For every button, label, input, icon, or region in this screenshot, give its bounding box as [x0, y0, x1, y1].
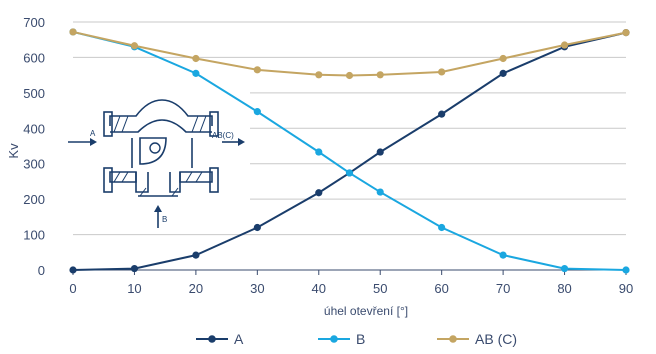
y-tick-label: 300 [23, 157, 45, 172]
x-tick-label: 10 [127, 281, 141, 296]
x-tick-label: 40 [312, 281, 326, 296]
y-tick-label: 200 [23, 192, 45, 207]
x-tick-label: 20 [189, 281, 203, 296]
data-point-ab-c [438, 68, 446, 76]
data-point-a [253, 223, 261, 232]
data-point-b [345, 169, 354, 177]
legend-swatch-marker [330, 335, 338, 343]
data-point-a [438, 110, 446, 118]
y-tick-label: 0 [38, 263, 45, 278]
data-point-b [499, 251, 507, 259]
x-tick-label: 0 [69, 281, 76, 296]
y-tick-label: 700 [23, 15, 45, 30]
x-axis-label: úhel otevření [°] [324, 304, 408, 318]
y-tick-label: 100 [23, 228, 45, 243]
valve-diagram: A AB(C) B [62, 92, 250, 232]
flow-arrows [68, 138, 245, 228]
data-point-ab-c [192, 54, 200, 63]
port-ab-label: AB(C) [212, 131, 234, 140]
x-tick-label: 80 [557, 281, 571, 296]
legend-item-a: A [196, 331, 244, 347]
y-tick-label: 600 [23, 50, 45, 65]
port-a-label: A [90, 129, 96, 138]
data-point-b [376, 188, 384, 196]
valve-body-outline [103, 99, 219, 197]
data-point-b [438, 223, 446, 232]
data-point-b [192, 69, 200, 77]
data-point-ab-c [345, 71, 354, 80]
data-point-b [253, 108, 261, 116]
series-layer [69, 28, 630, 274]
data-point-ab-c [69, 28, 77, 36]
data-point-a [192, 251, 200, 259]
data-point-ab-c [315, 71, 323, 79]
data-point-b [622, 266, 630, 274]
port-b-label: B [162, 215, 167, 224]
legend-item-b: B [318, 331, 365, 347]
series-line-ab-c [72, 30, 627, 77]
data-point-ab-c [376, 71, 384, 79]
data-point-b [315, 148, 323, 156]
wall-hatching [113, 115, 207, 197]
data-point-a [69, 266, 77, 274]
legend-label: A [234, 331, 244, 347]
data-point-a [376, 148, 384, 156]
data-point-a [130, 264, 139, 273]
data-point-ab-c [560, 41, 569, 49]
legend-label: AB (C) [475, 331, 517, 347]
x-tick-label: 90 [619, 281, 633, 296]
x-tick-label: 70 [496, 281, 510, 296]
data-point-ab-c [253, 66, 261, 74]
y-axis-label: Kv [6, 143, 21, 159]
y-tick-label: 400 [23, 121, 45, 136]
x-tick-label: 30 [250, 281, 264, 296]
axis-layer: 0 100 200 300 400 500 600 700 0 10 20 30 40 50 60 70 80 9… [23, 15, 633, 296]
legend-swatch-marker [449, 335, 457, 343]
x-tick-label: 60 [434, 281, 448, 296]
x-tick-label: 50 [373, 281, 387, 296]
legend: A B AB (C) [196, 331, 517, 347]
y-tick-label: 500 [23, 86, 45, 101]
data-point-a [315, 189, 323, 197]
data-point-ab-c [499, 54, 507, 63]
legend-item-ab-c: AB (C) [437, 331, 517, 347]
data-point-a [499, 69, 507, 77]
legend-label: B [356, 331, 365, 347]
data-point-ab-c [130, 42, 139, 50]
valve-plug [139, 137, 167, 165]
legend-swatch-marker [208, 335, 216, 343]
data-point-b [560, 264, 569, 273]
data-point-ab-c [622, 29, 630, 37]
